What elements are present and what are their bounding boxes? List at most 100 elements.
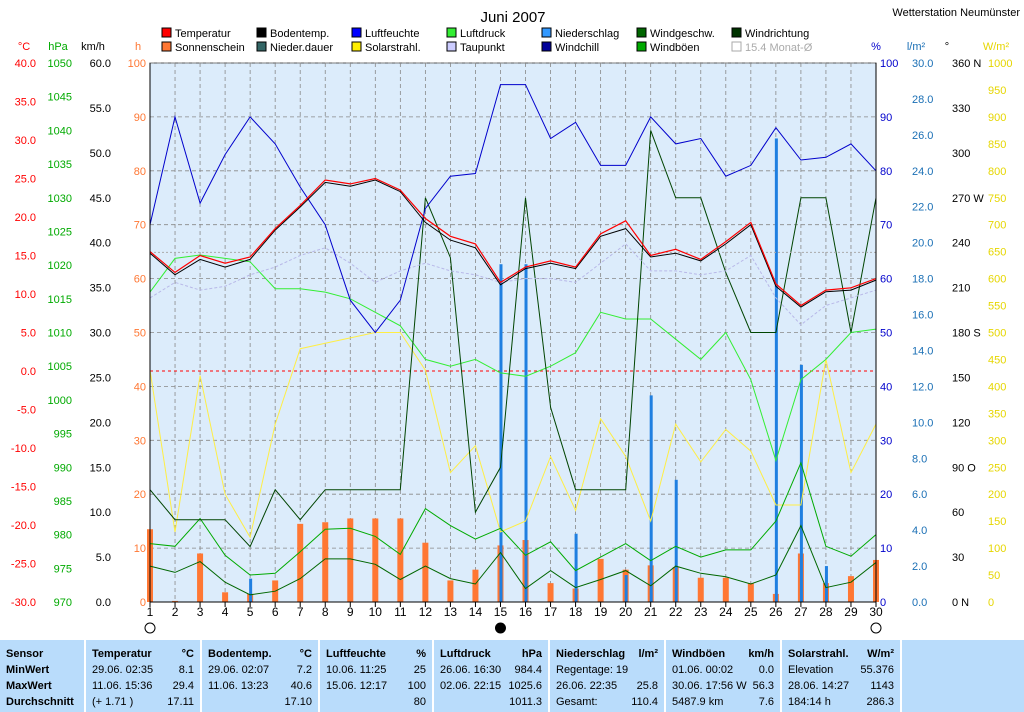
solar-axis-tick-20: 50 (988, 570, 1000, 582)
wind-axis-tick-7: 30.0 (90, 328, 111, 340)
legend-swatch-2 (256, 27, 267, 38)
dir-axis-tick-12: 30 (952, 552, 964, 564)
stats-block-unit: km/h (748, 648, 774, 660)
stats-cell-label: 30.06. 17:56 W (672, 680, 747, 692)
x-tick-27: 27 (794, 605, 808, 619)
wind-axis-tick-12: 5.0 (96, 552, 111, 564)
stats-cell-value: 1025.6 (508, 680, 542, 692)
rain-axis-tick-16: 0.0 (912, 597, 927, 609)
legend-swatch-8 (161, 41, 172, 52)
sun-axis-tick-1: 100 (128, 58, 146, 70)
x-tick-18: 18 (569, 605, 583, 619)
stats-cell-value: 25.8 (636, 680, 658, 692)
stats-cell-label: Gesamt: (556, 696, 598, 708)
temp-axis-tick-14: -25.0 (11, 559, 36, 571)
temp-axis-tick-5: 20.0 (15, 212, 36, 224)
sunshine-bar-29 (847, 576, 854, 602)
legend-label-6: Windgeschw. (650, 28, 715, 40)
wind-axis-tick-10: 15.0 (90, 462, 111, 474)
legend-label-1: Temperatur (175, 28, 231, 40)
x-tick-21: 21 (644, 605, 658, 619)
stats-block-5: Niederschlag l/m² Regentage: 19 26.06. 22:3… (550, 640, 666, 712)
stats-block-unit: °C (181, 648, 194, 660)
press-axis-tick-13: 990 (54, 462, 72, 474)
dir-axis-tick-8: 150 (952, 372, 970, 384)
sunshine-bar-3 (197, 553, 204, 602)
temp-axis-tick-2: 35.0 (15, 97, 36, 109)
rain-bar-26 (774, 138, 778, 602)
rain-bar-20 (624, 575, 628, 602)
rain-axis-tick-9: 14.0 (912, 345, 933, 357)
series-line-bodentemp (149, 179, 877, 308)
x-tick-10: 10 (369, 605, 383, 619)
series-line-solarstrahl (149, 332, 877, 539)
legend-label-3: Luftfeuchte (365, 28, 419, 40)
x-tick-20: 20 (619, 605, 633, 619)
stats-row: (+ 1.71 ) 17.11 (92, 694, 194, 710)
wind-axis-unit: km/h (81, 41, 105, 53)
moon-phase-icon-2 (494, 622, 506, 634)
rain-axis-tick-4: 24.0 (912, 166, 933, 178)
hum-axis-tick-4: 70 (880, 220, 892, 232)
series-line-temperatur (149, 177, 877, 307)
press-axis-tick-1: 1050 (48, 58, 72, 70)
stats-sensor-title: Sensor (6, 648, 44, 660)
stats-cell-label: 26.06. 16:30 (440, 664, 502, 676)
stats-blocks: Temperatur °C 29.06. 02:35 8.1 11.06. 15:36 2… (86, 640, 902, 712)
dir-axis-unit: ° (945, 41, 949, 53)
stats-row: 01.06. 00:02 0.0 (672, 662, 774, 678)
x-tick-7: 7 (297, 605, 304, 619)
solar-axis-tick-21: 0 (988, 597, 994, 609)
sun-axis-tick-11: 0 (140, 597, 146, 609)
stats-max-label: MaxWert (6, 680, 52, 692)
stats-avg-label: Durchschnitt (6, 696, 74, 708)
legend-label-11: Taupunkt (460, 42, 505, 54)
x-tick-24: 24 (719, 605, 733, 619)
rain-bar-18 (574, 533, 578, 602)
moon-phase-icon-3 (870, 622, 882, 634)
stats-cell-label: 29.06. 02:07 (208, 664, 270, 676)
sunshine-bar-10 (372, 518, 379, 602)
x-tick-6: 6 (272, 605, 279, 619)
x-tick-15: 15 (494, 605, 508, 619)
stats-cell-value: 40.6 (290, 680, 312, 692)
hum-axis-tick-2: 90 (880, 112, 892, 124)
series-line-luftdruck (149, 254, 877, 463)
legend-label-14: 15.4 Monat-Ø (745, 42, 813, 54)
solar-axis-tick-4: 850 (988, 139, 1006, 151)
x-tick-28: 28 (819, 605, 833, 619)
wind-axis-tick-9: 20.0 (90, 417, 111, 429)
temp-axis-tick-11: -10.0 (11, 443, 36, 455)
press-axis-tick-12: 995 (54, 429, 72, 441)
sun-axis-unit: h (135, 41, 141, 53)
stats-row: Regentage: 19 (556, 662, 658, 678)
stats-cell-value: 80 (413, 696, 426, 708)
stats-cell-label: 10.06. 11:25 (326, 664, 387, 676)
legend-label-12: Windchill (555, 42, 599, 54)
solar-axis-tick-17: 200 (988, 489, 1006, 501)
stats-cell-value: 17.11 (167, 696, 194, 708)
dir-axis-tick-3: 300 (952, 148, 970, 160)
stats-cell-value: 984.4 (514, 664, 542, 676)
press-axis-tick-14: 985 (54, 496, 72, 508)
press-axis-tick-7: 1020 (48, 260, 72, 272)
stats-block-title: Niederschlag (556, 648, 626, 660)
x-tick-2: 2 (172, 605, 179, 619)
stats-block-1: Temperatur °C 29.06. 02:35 8.1 11.06. 15:36 2… (86, 640, 202, 712)
rain-axis-tick-5: 22.0 (912, 202, 933, 214)
dir-axis-tick-13: 0 N (952, 597, 969, 609)
sunshine-bar-24 (722, 577, 729, 602)
dir-axis-tick-1: 360 N (952, 58, 981, 70)
legend-swatch-3 (351, 27, 362, 38)
solar-axis-tick-5: 800 (988, 166, 1006, 178)
hum-axis-tick-1: 100 (880, 58, 898, 70)
solar-axis-tick-14: 350 (988, 408, 1006, 420)
stats-cell-value: 100 (407, 680, 426, 692)
stats-panel: Sensor MinWert MaxWert Durchschnitt Temp… (0, 640, 1024, 712)
legend-swatch-10 (351, 41, 362, 52)
stats-cell-value: 286.3 (866, 696, 894, 708)
stats-row: 1011.3 (440, 694, 542, 710)
stats-cell-value: 0.0 (758, 664, 774, 676)
stats-cell-label: 26.06. 22:35 (556, 680, 618, 692)
stats-block-unit: W/m² (867, 648, 894, 660)
